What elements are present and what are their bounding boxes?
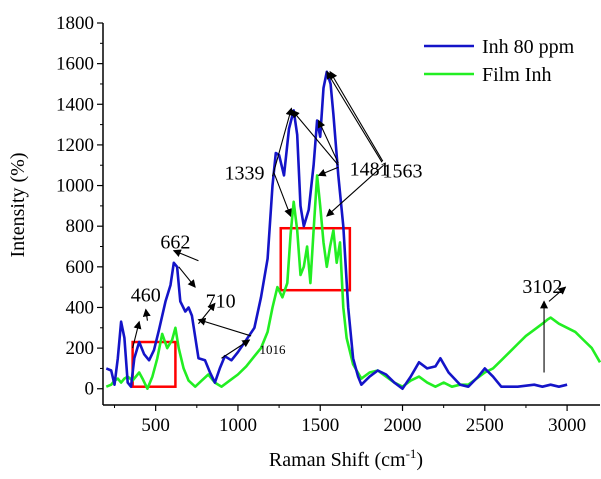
- peak-label-1016: 1016: [260, 342, 287, 357]
- peak-arrow-extra-2: [317, 166, 339, 177]
- highlight-box-1: [279, 226, 352, 292]
- y-axis-label: Intensity (%): [7, 153, 29, 258]
- x-axis-label: Raman Shift (cm-1): [269, 446, 423, 471]
- peak-label-3102: 3102: [522, 276, 562, 298]
- peak-arrow-extra-7: [197, 317, 252, 337]
- y-tick-label-1: 200: [66, 338, 95, 359]
- y-tick-label-3: 600: [66, 257, 95, 278]
- y-tick-label-4: 800: [66, 216, 95, 237]
- x-tick-label-5: 3000: [548, 415, 586, 436]
- x-tick-label-1: 1000: [219, 415, 257, 436]
- peak-arrow-460: [142, 308, 151, 321]
- y-tick-label-9: 1800: [56, 13, 94, 34]
- y-tick-label-8: 1600: [56, 54, 94, 75]
- y-tick-label-7: 1400: [56, 94, 94, 115]
- series-line-1: [105, 174, 601, 390]
- x-tick-label-2: 1500: [301, 415, 339, 436]
- peak-arrow-extra-3: [326, 70, 383, 163]
- peak-arrow-extra-1: [317, 119, 339, 164]
- x-tick-label-4: 2500: [466, 415, 504, 436]
- x-axis-label-close: ): [416, 449, 423, 471]
- y-tick-label-5: 1000: [56, 176, 94, 197]
- x-tick-label-0: 500: [141, 415, 170, 436]
- peak-arrow-extra-6: [132, 320, 142, 349]
- y-tick-label-6: 1200: [56, 135, 94, 156]
- y-tick-label-2: 400: [66, 297, 95, 318]
- peak-label-460: 460: [131, 284, 161, 306]
- peak-arrow-662: [178, 266, 196, 288]
- series-line-0: [105, 70, 568, 390]
- peak-label-1339: 1339: [225, 162, 265, 184]
- peak-label-1563: 1563: [383, 160, 423, 182]
- peak-arrow-1339: [271, 107, 294, 177]
- x-axis-label-main: Raman Shift (cm: [269, 449, 406, 471]
- peak-arrow-1563: [329, 70, 384, 162]
- peak-arrow-extra-0: [273, 173, 292, 217]
- legend-label-1: Film Inh: [482, 64, 551, 86]
- legend-label-0: Inh 80 ppm: [482, 36, 575, 58]
- peak-label-662: 662: [160, 232, 190, 254]
- x-tick-label-3: 2000: [384, 415, 422, 436]
- peak-arrow-extra-5: [172, 249, 199, 262]
- x-axis-label-superscript: -1: [406, 446, 417, 461]
- peak-arrow-extra-4: [326, 164, 384, 217]
- peak-arrow-1016: [221, 339, 251, 359]
- peak-arrow-1481: [291, 109, 339, 166]
- y-tick-label-0: 0: [85, 379, 95, 400]
- peak-arrow-3102-diag: [548, 286, 567, 302]
- peak-label-1481: 1481: [350, 158, 390, 180]
